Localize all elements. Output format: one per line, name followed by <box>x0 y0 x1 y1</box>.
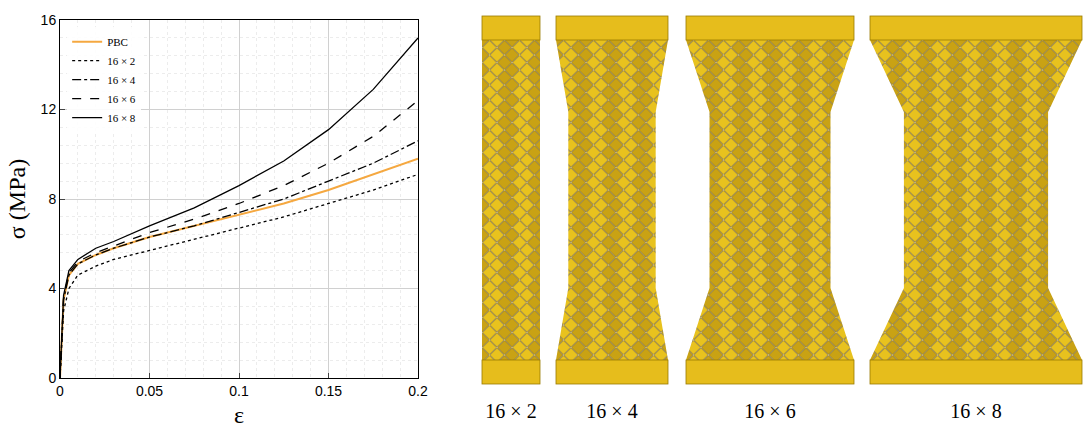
svg-text:0.05: 0.05 <box>136 383 163 399</box>
svg-text:0: 0 <box>48 370 56 386</box>
svg-text:ε: ε <box>234 402 244 428</box>
svg-text:4: 4 <box>48 280 56 296</box>
svg-text:12: 12 <box>41 101 57 117</box>
svg-text:0.2: 0.2 <box>408 383 428 399</box>
svg-text:16 × 8: 16 × 8 <box>950 400 1001 422</box>
svg-text:16: 16 <box>41 12 57 28</box>
svg-text:0.1: 0.1 <box>229 383 249 399</box>
svg-text:16 × 4: 16 × 4 <box>107 74 136 86</box>
svg-text:PBC: PBC <box>107 36 128 48</box>
svg-text:8: 8 <box>48 191 56 207</box>
svg-text:16 × 6: 16 × 6 <box>744 400 795 422</box>
svg-text:σ (MPa): σ (MPa) <box>4 159 30 239</box>
svg-text:16 × 8: 16 × 8 <box>107 112 136 124</box>
svg-text:0: 0 <box>56 383 64 399</box>
svg-text:0.15: 0.15 <box>315 383 342 399</box>
svg-text:16 × 4: 16 × 4 <box>586 400 637 422</box>
svg-text:16 × 6: 16 × 6 <box>107 93 136 105</box>
svg-text:16 × 2: 16 × 2 <box>485 400 536 422</box>
svg-text:16 × 2: 16 × 2 <box>107 55 135 67</box>
